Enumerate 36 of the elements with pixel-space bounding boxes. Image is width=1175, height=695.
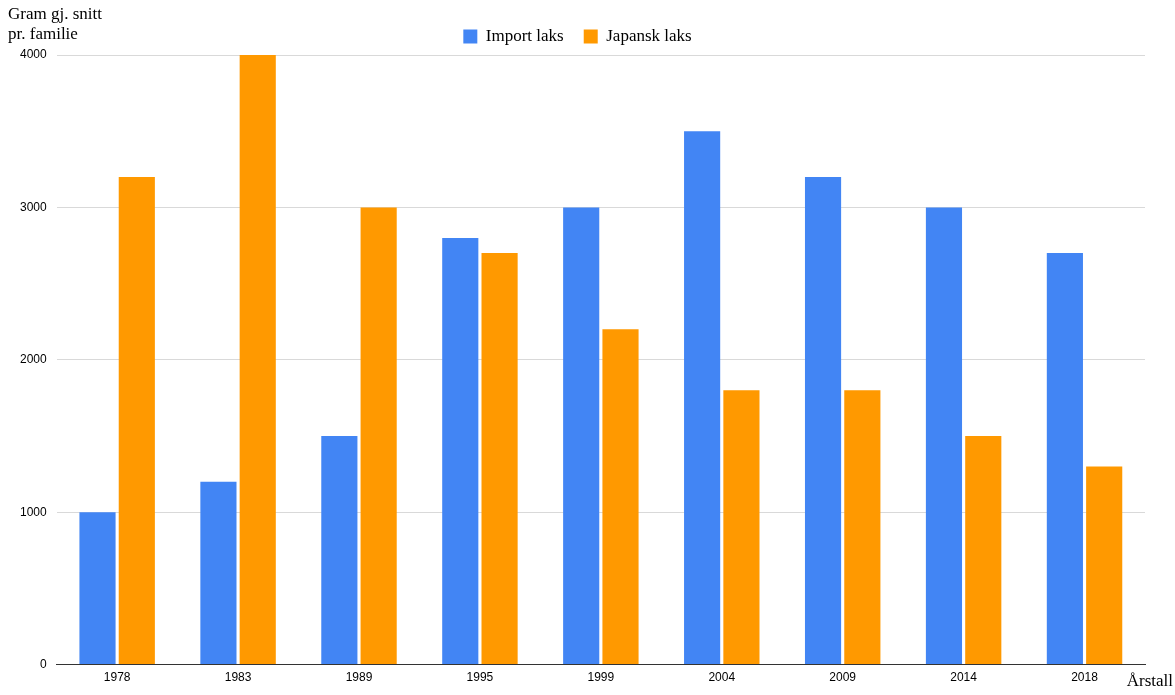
y-tick-label: 2000 xyxy=(19,352,48,367)
bar xyxy=(79,512,116,665)
bar xyxy=(1046,253,1083,665)
bar xyxy=(442,237,479,665)
bar xyxy=(360,207,397,665)
bar xyxy=(965,436,1002,665)
bar xyxy=(684,131,721,665)
bar xyxy=(118,176,155,665)
x-tick-label: 1999 xyxy=(587,670,615,685)
bar xyxy=(602,329,639,665)
x-axis-title: Årstall xyxy=(1126,670,1174,690)
bar xyxy=(200,481,237,665)
bar xyxy=(321,436,358,665)
bar xyxy=(804,176,842,665)
x-tick-label: 2009 xyxy=(829,670,857,685)
x-tick-label: 1983 xyxy=(224,670,252,685)
bar xyxy=(481,253,518,665)
bar xyxy=(563,207,600,665)
x-tick-label: 1995 xyxy=(466,670,494,685)
bar xyxy=(1086,466,1123,665)
x-tick-label: 1978 xyxy=(103,670,131,685)
bar xyxy=(239,55,276,665)
x-tick-label: 2014 xyxy=(950,670,978,685)
y-axis-title: Gram gj. snitt pr. familie xyxy=(8,3,103,43)
x-tick-label: 2004 xyxy=(708,670,736,685)
y-tick-label: 3000 xyxy=(19,199,48,214)
x-tick-label: 2018 xyxy=(1071,670,1099,685)
bar xyxy=(723,390,760,665)
y-tick-label: 1000 xyxy=(19,504,48,519)
legend-label: Japansk laks xyxy=(606,25,692,45)
bar xyxy=(844,390,881,665)
bar xyxy=(925,207,963,665)
legend-label: Import laks xyxy=(485,25,564,45)
y-tick-label: 4000 xyxy=(19,47,48,62)
x-tick-label: 1989 xyxy=(345,670,373,685)
y-tick-label: 0 xyxy=(40,656,48,671)
